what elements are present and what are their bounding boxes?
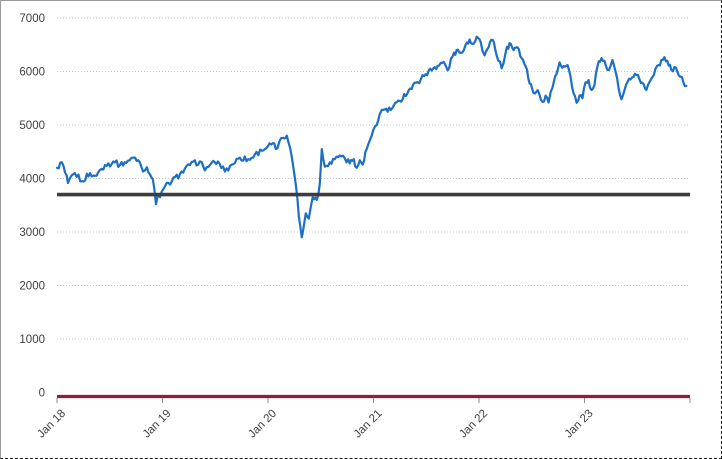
y-axis-label: 4000 bbox=[19, 174, 45, 186]
y-axis-label: 2000 bbox=[19, 281, 45, 293]
price-series-line bbox=[55, 35, 688, 239]
y-axis-label: 0 bbox=[39, 388, 45, 400]
x-axis-label: Jan 18 bbox=[35, 408, 68, 441]
y-axis-label: 7000 bbox=[19, 13, 45, 25]
y-axis-label: 3000 bbox=[19, 227, 45, 239]
x-axis-label: Jan 19 bbox=[141, 408, 174, 441]
y-axis-label: 5000 bbox=[19, 120, 45, 132]
y-axis-label: 6000 bbox=[19, 67, 45, 79]
y-axis-label: 1000 bbox=[19, 334, 45, 346]
x-axis-label: Jan 21 bbox=[352, 408, 385, 441]
x-axis-label: Jan 23 bbox=[563, 408, 596, 441]
x-axis-label: Jan 20 bbox=[246, 408, 279, 441]
x-axis-label: Jan 22 bbox=[457, 408, 490, 441]
